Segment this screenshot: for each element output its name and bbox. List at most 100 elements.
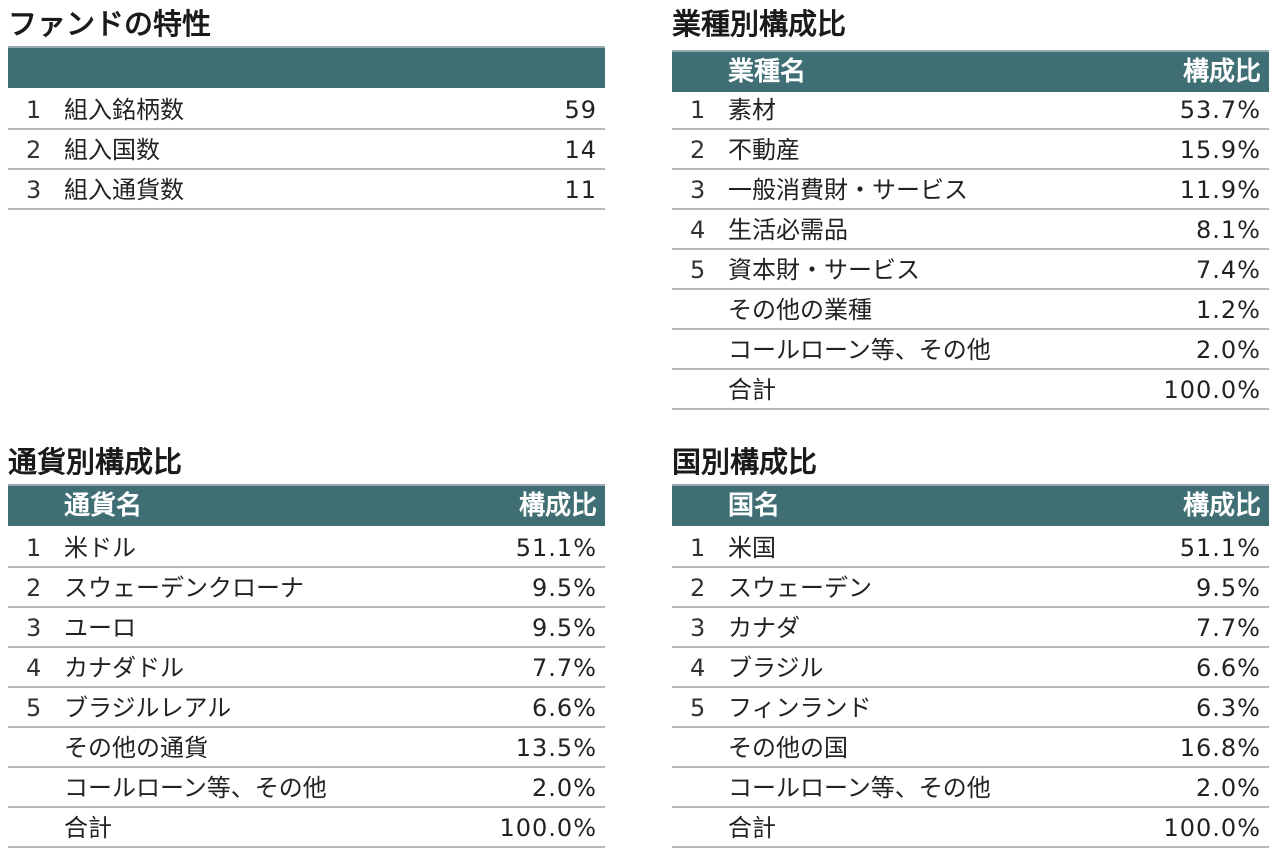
row-name: 不動産 (728, 136, 800, 164)
row-value: 7.4% (1196, 256, 1261, 284)
row-name: 組入銘柄数 (64, 96, 184, 124)
row-value: 7.7% (1196, 614, 1261, 642)
row-value: 11.9% (1179, 176, 1261, 204)
row-value: 6.3% (1196, 694, 1261, 722)
currency-breakdown-title: 通貨別構成比 (8, 445, 183, 479)
row-rank: 3 (690, 614, 706, 642)
row-value: 11 (564, 176, 597, 204)
table-row: 3 一般消費財・サービス 11.9% (672, 170, 1269, 210)
table-row: 3 組入通貨数 11 (8, 170, 605, 210)
table-row: 4 ブラジル 6.6% (672, 648, 1269, 688)
row-value: 100.0% (499, 814, 597, 842)
row-value: 14 (564, 136, 597, 164)
row-rank: 1 (26, 96, 42, 124)
row-name: ブラジル (728, 654, 824, 682)
table-row: 5 資本財・サービス 7.4% (672, 250, 1269, 290)
country-table-header: 国名 構成比 (672, 484, 1269, 526)
row-rank: 3 (26, 176, 42, 204)
table-row: その他の業種 1.2% (672, 290, 1269, 330)
row-value: 2.0% (1196, 336, 1261, 364)
row-value: 51.1% (1179, 534, 1261, 562)
row-value: 9.5% (1196, 574, 1261, 602)
row-value: 6.6% (532, 694, 597, 722)
industry-header-value: 構成比 (1182, 57, 1261, 87)
currency-table-header: 通貨名 構成比 (8, 484, 605, 526)
table-row: コールローン等、その他 2.0% (672, 768, 1269, 808)
row-value: 9.5% (532, 614, 597, 642)
table-row: 合計 100.0% (672, 370, 1269, 410)
row-value: 100.0% (1163, 376, 1261, 404)
row-rank: 4 (690, 216, 706, 244)
country-header-name: 国名 (728, 491, 781, 521)
table-row: 4 カナダドル 7.7% (8, 648, 605, 688)
row-value: 9.5% (532, 574, 597, 602)
row-rank: 5 (690, 694, 706, 722)
industry-breakdown-title: 業種別構成比 (672, 7, 847, 41)
row-rank: 1 (690, 96, 706, 124)
currency-header-name: 通貨名 (64, 491, 143, 521)
row-name: コールローン等、その他 (728, 774, 991, 802)
table-row: 3 ユーロ 9.5% (8, 608, 605, 648)
row-name: フィンランド (728, 694, 872, 722)
table-row: その他の国 16.8% (672, 728, 1269, 768)
row-value: 1.2% (1196, 296, 1261, 324)
row-rank: 2 (690, 136, 706, 164)
row-value: 2.0% (532, 774, 597, 802)
table-row: 1 組入銘柄数 59 (8, 90, 605, 130)
industry-table-header: 業種名 構成比 (672, 50, 1269, 92)
table-row: 合計 100.0% (672, 808, 1269, 848)
row-name: 生活必需品 (728, 216, 848, 244)
row-name: ブラジルレアル (64, 694, 232, 722)
row-name: スウェーデンクローナ (64, 574, 304, 602)
fund-characteristics-header (8, 46, 605, 88)
row-rank: 5 (690, 256, 706, 284)
row-value: 8.1% (1196, 216, 1261, 244)
table-row: 1 米国 51.1% (672, 528, 1269, 568)
row-value: 2.0% (1196, 774, 1261, 802)
row-rank: 5 (26, 694, 42, 722)
table-row: 3 カナダ 7.7% (672, 608, 1269, 648)
row-name: 米国 (728, 534, 776, 562)
row-name: コールローン等、その他 (64, 774, 327, 802)
row-name: 合計 (728, 814, 776, 842)
row-name: カナダドル (64, 654, 184, 682)
row-name: その他の国 (728, 734, 848, 762)
row-value: 13.5% (515, 734, 597, 762)
country-breakdown-panel: 国別構成比 国名 構成比 1 米国 51.1% 2 スウェーデン 9.5% 3 … (672, 442, 1269, 852)
table-row: 2 スウェーデンクローナ 9.5% (8, 568, 605, 608)
fund-characteristics-title: ファンドの特性 (8, 7, 212, 41)
table-row: 5 ブラジルレアル 6.6% (8, 688, 605, 728)
table-row: コールローン等、その他 2.0% (672, 330, 1269, 370)
row-name: 合計 (64, 814, 112, 842)
currency-breakdown-panel: 通貨別構成比 通貨名 構成比 1 米ドル 51.1% 2 スウェーデンクローナ … (8, 442, 605, 852)
row-name: 素材 (728, 96, 776, 124)
table-row: 4 生活必需品 8.1% (672, 210, 1269, 250)
row-rank: 3 (690, 176, 706, 204)
row-name: コールローン等、その他 (728, 336, 991, 364)
table-row: 2 組入国数 14 (8, 130, 605, 170)
row-value: 16.8% (1179, 734, 1261, 762)
country-breakdown-title: 国別構成比 (672, 445, 818, 479)
row-rank: 1 (690, 534, 706, 562)
row-rank: 2 (26, 574, 42, 602)
row-rank: 2 (26, 136, 42, 164)
row-name: その他の通貨 (64, 734, 208, 762)
row-name: その他の業種 (728, 296, 872, 324)
row-name: 一般消費財・サービス (728, 176, 968, 204)
table-row: 2 不動産 15.9% (672, 130, 1269, 170)
row-name: 組入通貨数 (64, 176, 184, 204)
row-rank: 1 (26, 534, 42, 562)
row-value: 7.7% (532, 654, 597, 682)
row-rank: 4 (690, 654, 706, 682)
table-row: 2 スウェーデン 9.5% (672, 568, 1269, 608)
table-row: 合計 100.0% (8, 808, 605, 848)
row-name: 資本財・サービス (728, 256, 920, 284)
table-row: 1 米ドル 51.1% (8, 528, 605, 568)
industry-breakdown-panel: 業種別構成比 業種名 構成比 1 素材 53.7% 2 不動産 15.9% 3 … (672, 4, 1269, 414)
row-name: 合計 (728, 376, 776, 404)
row-name: ユーロ (64, 614, 136, 642)
table-row: 5 フィンランド 6.3% (672, 688, 1269, 728)
row-value: 53.7% (1179, 96, 1261, 124)
country-header-value: 構成比 (1182, 491, 1261, 521)
table-row: その他の通貨 13.5% (8, 728, 605, 768)
